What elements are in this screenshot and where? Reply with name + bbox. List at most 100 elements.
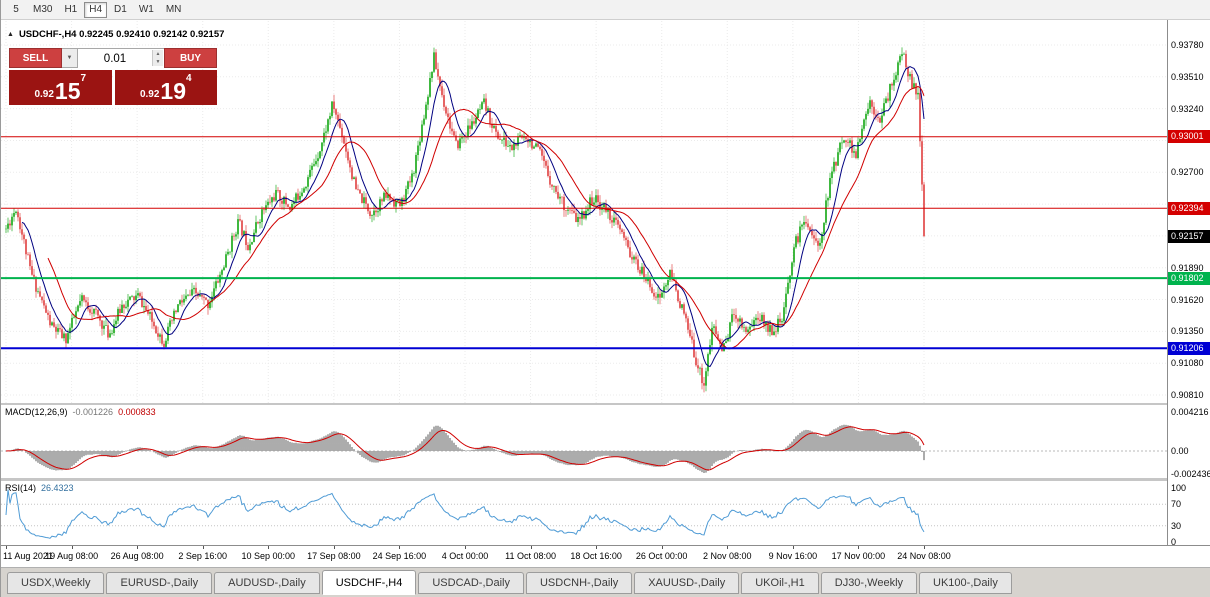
price-tick-label: 0.91350 (1171, 326, 1204, 337)
macd-signal-line (5, 426, 925, 471)
time-tick-mark (858, 546, 860, 549)
one-click-toggle-icon[interactable]: ▲ (7, 31, 14, 38)
time-tick-mark (268, 546, 270, 549)
tab-usdcnh-daily[interactable]: USDCNH-,Daily (525, 571, 633, 594)
time-axis-label: 26 Oct 00:00 (635, 551, 688, 561)
time-axis-label: 4 Oct 00:00 (441, 551, 489, 561)
time-axis-label: 24 Nov 08:00 (897, 551, 951, 561)
sell-price-prefix: 0.92 (34, 89, 54, 100)
tab-dj30-weekly[interactable]: DJ30-,Weekly (820, 571, 918, 594)
tab-audusd-daily[interactable]: AUDUSD-,Daily (214, 571, 320, 594)
sell-button[interactable]: SELL (9, 48, 62, 68)
pane-splitter[interactable] (1, 403, 1167, 405)
time-axis-label: 24 Sep 16:00 (372, 551, 427, 561)
tab-usdcad-daily[interactable]: USDCAD-,Daily (418, 571, 524, 594)
time-axis-label: 17 Sep 08:00 (307, 551, 361, 561)
pane-splitter[interactable] (1, 478, 1167, 481)
time-axis-label: 2 Sep 16:00 (178, 551, 227, 561)
tab-uk100-daily[interactable]: UK100-,Daily (919, 571, 1012, 594)
buy-button[interactable]: BUY (164, 48, 217, 68)
time-axis-label: 26 Aug 08:00 (110, 551, 164, 561)
rsi-scale-label: 100 (1171, 483, 1187, 493)
ma-line (21, 66, 925, 368)
time-tick-mark (530, 546, 532, 549)
time-axis-label: 19 Aug 08:00 (45, 551, 99, 561)
ma-line (47, 85, 925, 350)
rsi-pane (1, 489, 1167, 539)
timeframe-5[interactable]: 5 (13, 4, 19, 15)
time-axis-label: 9 Nov 16:00 (768, 551, 818, 561)
price-badge: 0.91206 (1168, 341, 1210, 355)
sell-price-display[interactable]: 0.92 15 7 (9, 70, 112, 105)
macd-main-value: -0.001226 (72, 407, 114, 417)
macd-signal-value: 0.000833 (118, 407, 156, 417)
timeframe-mn[interactable]: MN (165, 4, 182, 15)
price-badge: 0.91802 (1168, 271, 1210, 285)
macd-pane (1, 424, 1167, 473)
price-tick-label: 0.92700 (1171, 167, 1204, 178)
time-tick-mark (202, 546, 204, 549)
volume-spinner: ▲ ▼ (152, 50, 163, 66)
candlesticks (5, 47, 925, 393)
rsi-scale-label: 0 (1171, 537, 1177, 547)
macd-scale-label: 0.00 (1171, 446, 1189, 456)
macd-histogram (7, 424, 925, 473)
time-tick-mark (71, 546, 73, 549)
time-axis-label: 18 Oct 16:00 (570, 551, 622, 561)
macd-name: MACD(12,26,9) (5, 407, 68, 417)
timeframe-w1[interactable]: W1 (138, 4, 154, 15)
rsi-name: RSI(14) (5, 483, 37, 493)
volume-down-icon[interactable]: ▼ (152, 58, 163, 66)
time-tick-mark (333, 546, 335, 549)
sell-price-big: 15 (54, 78, 81, 104)
macd-scale-label: -0.002436 (1171, 469, 1210, 479)
time-axis-label: 11 Oct 08:00 (505, 551, 557, 561)
time-tick-mark (6, 546, 7, 549)
volume-up-icon[interactable]: ▲ (152, 50, 163, 58)
rsi-line (5, 489, 925, 539)
time-tick-mark (137, 546, 139, 549)
time-tick-mark (399, 546, 401, 549)
time-axis-label: 11 Aug 2021 (3, 551, 53, 561)
rsi-scale-label: 30 (1171, 520, 1182, 531)
grid-lines (1, 21, 1167, 403)
buy-price-prefix: 0.92 (139, 89, 160, 100)
price-tick-label: 0.91890 (1171, 262, 1204, 273)
chart-tabs-bar: USDX,Weekly EURUSD-,Daily AUDUSD-,Daily USD… (1, 567, 1210, 597)
timeframe-m30[interactable]: M30 (33, 4, 53, 15)
timeframe-toolbar: 5 M30 H1 H4 D1 W1 MN (1, 0, 1210, 20)
rsi-value: 26.4323 (41, 483, 74, 493)
dropdown-icon[interactable]: ▼ (62, 48, 78, 68)
time-tick-mark (727, 546, 729, 549)
timeframe-h4[interactable]: H4 (84, 1, 108, 18)
volume-field: ▲ ▼ (78, 48, 164, 68)
time-axis-label: 10 Sep 00:00 (241, 551, 296, 561)
sell-price-sup: 7 (80, 73, 87, 84)
chart-ohlc-text: USDCHF-,H4 0.92245 0.92410 0.92142 0.921… (18, 29, 225, 40)
time-tick-mark (465, 546, 466, 549)
tab-xauusd-daily[interactable]: XAUUSD-,Daily (634, 571, 740, 594)
chart-header: ▲ USDCHF-,H4 0.92245 0.92410 0.92142 0.9… (7, 29, 224, 40)
tab-ukoil-h1[interactable]: UKOil-,H1 (741, 571, 819, 594)
timeframe-d1[interactable]: D1 (114, 4, 127, 15)
price-badge: 0.93001 (1168, 130, 1210, 144)
price-tick-label: 0.91080 (1171, 358, 1204, 369)
price-scale[interactable]: 0.93780 0.93510 0.93240 0.92700 0.91890 0.916… (1167, 20, 1210, 547)
chart-area[interactable]: ▲ USDCHF-,H4 0.92245 0.92410 0.92142 0.9… (1, 20, 1210, 567)
time-axis-label: 17 Nov 00:00 (831, 551, 886, 561)
timeframe-h1[interactable]: H1 (64, 4, 78, 15)
time-axis[interactable]: 11 Aug 2021 19 Aug 08:00 26 Aug 08:00 2 Sep… (1, 545, 1210, 567)
price-tick-label: 0.91620 (1171, 294, 1204, 305)
tab-eurusd-daily[interactable]: EURUSD-,Daily (106, 571, 213, 594)
volume-input[interactable] (78, 50, 164, 68)
buy-price-display[interactable]: 0.92 19 4 (114, 70, 217, 105)
tab-usdchf-h4[interactable]: USDCHF-,H4 (321, 570, 417, 595)
rsi-scale-label: 70 (1171, 499, 1182, 510)
time-tick-mark (596, 546, 598, 549)
one-click-trade-panel: SELL ▼ ▲ ▼ BUY 0.92 15 7 0.9 (9, 48, 217, 105)
rsi-indicator-label: RSI(14) 26.4323 (5, 483, 74, 493)
time-tick-mark (924, 546, 925, 549)
chart-plot[interactable] (1, 20, 1167, 545)
tab-usdx-weekly[interactable]: USDX,Weekly (7, 571, 105, 594)
